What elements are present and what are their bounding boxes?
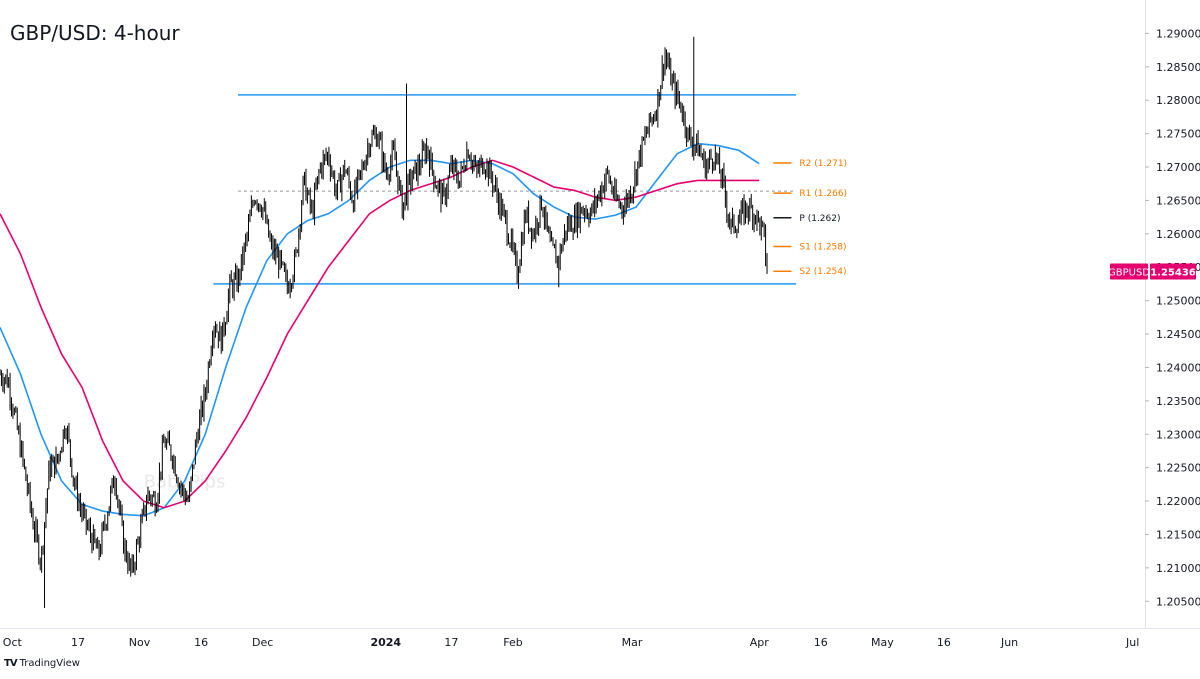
price-tick-label: 1.21000	[1156, 562, 1200, 575]
time-tick-label: Dec	[252, 636, 273, 649]
last-price-label: 1.25436	[1150, 268, 1196, 279]
time-tick-label: Mar	[622, 636, 643, 649]
time-tick-label: Feb	[503, 636, 522, 649]
time-tick-label: May	[871, 636, 894, 649]
price-tick-label: 1.26500	[1156, 194, 1200, 207]
pivot-level-label: P (1.262)	[799, 214, 840, 224]
last-price-badge	[1150, 263, 1196, 280]
price-tick-label: 1.20500	[1156, 595, 1200, 608]
price-tick-label: 1.24000	[1156, 361, 1200, 374]
price-tick-label: 1.23000	[1156, 428, 1200, 441]
symbol-badge-label: GBPUSD	[1108, 268, 1150, 279]
price-tick-label: 1.28000	[1156, 94, 1200, 107]
symbol-badge	[1110, 263, 1148, 280]
pivot-level-label: R1 (1.266)	[799, 189, 847, 199]
time-tick-label: 17	[71, 636, 85, 649]
chart-title: GBP/USD: 4-hour	[10, 21, 180, 45]
moving-average-line	[0, 159, 760, 509]
price-tick-label: 1.23500	[1156, 395, 1200, 408]
price-tick-label: 1.24500	[1156, 328, 1200, 341]
pivot-level-label: R2 (1.271)	[799, 159, 847, 169]
time-tick-label: Nov	[129, 636, 151, 649]
time-tick-label: Jul	[1125, 636, 1139, 649]
time-tick-label: 16	[937, 636, 951, 649]
price-tick-label: 1.27500	[1156, 128, 1200, 141]
time-tick-label: 17	[444, 636, 458, 649]
moving-average-line	[0, 142, 760, 517]
tradingview-brand: TradingView	[19, 658, 80, 669]
tradingview-footer[interactable]: TV TradingView	[4, 658, 80, 669]
price-tick-label: 1.28500	[1156, 61, 1200, 74]
price-tick-label: 1.26000	[1156, 228, 1200, 241]
price-tick-label: 1.22500	[1156, 462, 1200, 475]
price-tick-label: 1.25000	[1156, 295, 1200, 308]
pivot-level-label: S2 (1.254)	[799, 267, 846, 277]
time-tick-label: Apr	[750, 636, 770, 649]
time-tick-label: 16	[194, 636, 208, 649]
price-tick-label: 1.21500	[1156, 528, 1200, 541]
pivot-level-label: S1 (1.258)	[799, 243, 846, 253]
time-tick-label: 16	[814, 636, 828, 649]
time-tick-label: 2024	[370, 636, 401, 649]
price-tick-label: 1.27000	[1156, 161, 1200, 174]
tradingview-logo-icon: TV	[4, 658, 18, 669]
time-tick-label: Jun	[1000, 636, 1018, 649]
price-tick-label: 1.22000	[1156, 495, 1200, 508]
time-tick-label: Oct	[3, 636, 23, 649]
price-tick-label: 1.29000	[1156, 27, 1200, 40]
